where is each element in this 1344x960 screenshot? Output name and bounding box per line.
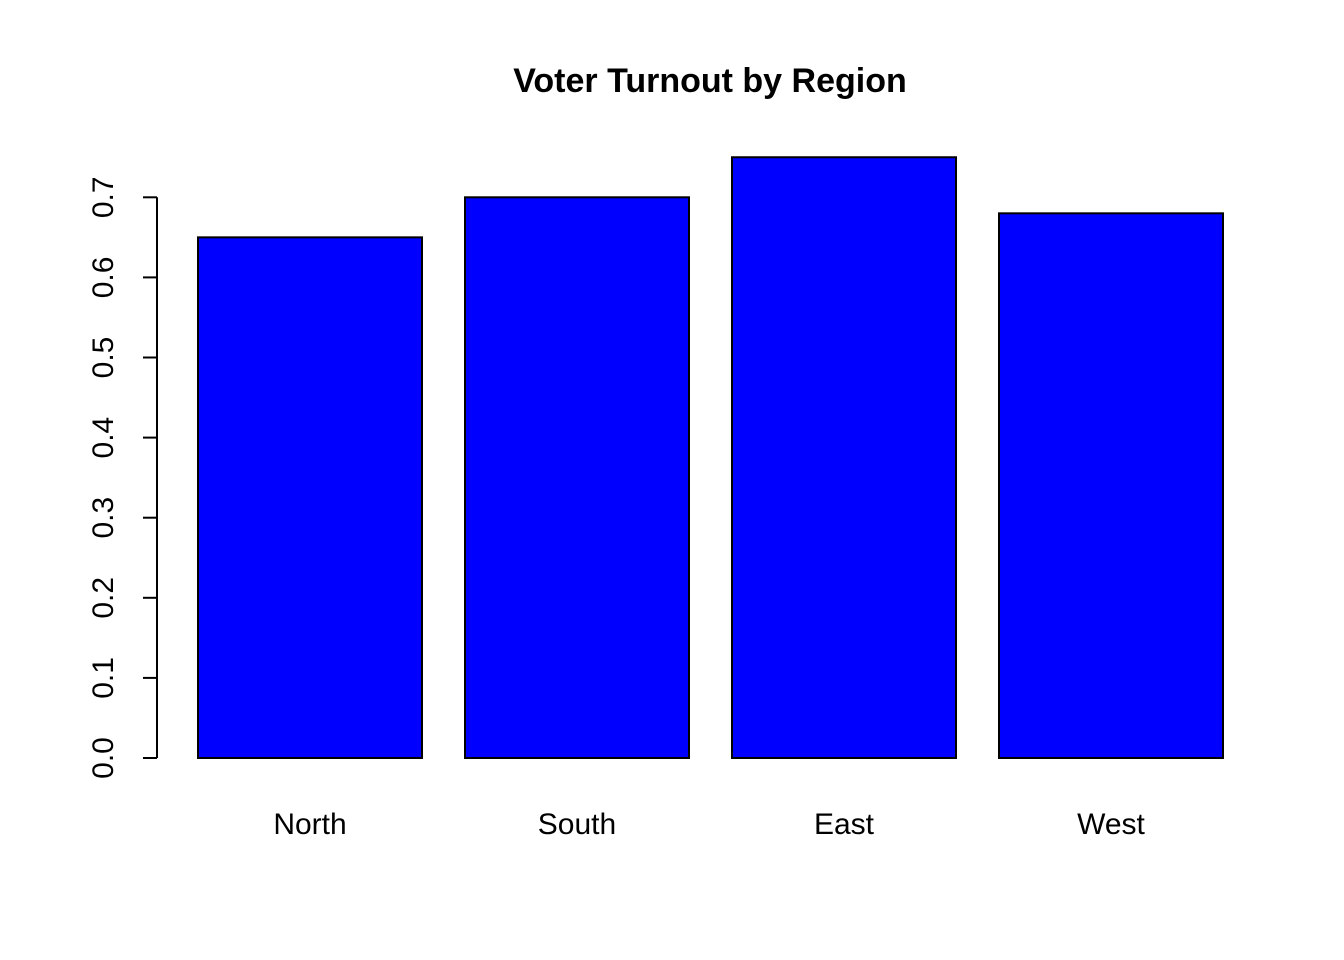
chart-title: Voter Turnout by Region	[513, 62, 907, 100]
y-tick-label: 0.2	[87, 577, 120, 619]
bar-south	[464, 196, 690, 760]
y-tick-label: 0.3	[87, 497, 120, 539]
y-tick-label: 0.5	[87, 337, 120, 379]
bars-group	[197, 156, 1224, 760]
x-tick-label: East	[814, 808, 875, 841]
bar-west	[998, 212, 1224, 759]
bar-north	[197, 236, 423, 760]
y-tick-label: 0.7	[87, 176, 120, 218]
x-tick-label: North	[273, 808, 346, 841]
x-tick-label: South	[538, 808, 616, 841]
y-tick-label: 0.4	[87, 417, 120, 459]
y-tick-label: 0.1	[87, 657, 120, 699]
y-axis: 0.0 0.1 0.2 0.3 0.4 0.5 0.6 0.7	[87, 176, 158, 779]
y-tick-label: 0.6	[87, 257, 120, 299]
x-axis-labels: North South East West	[273, 808, 1145, 841]
y-tick-label: 0.0	[87, 737, 120, 779]
x-tick-label: West	[1077, 808, 1145, 841]
bar-east	[731, 156, 957, 759]
